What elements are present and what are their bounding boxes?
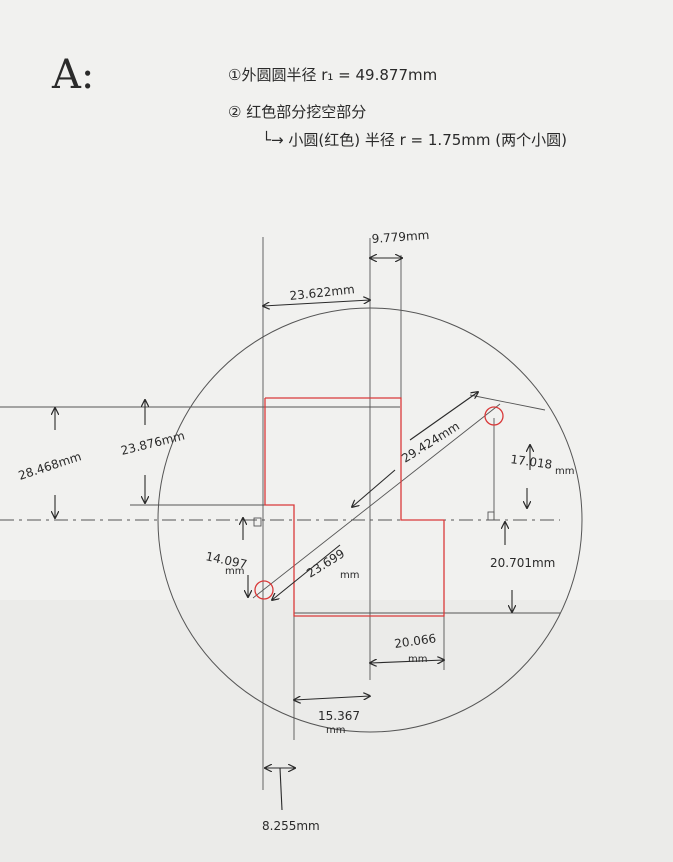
- dim-20066-unit: mm: [408, 654, 427, 665]
- dim-20066: 20.066: [393, 631, 437, 651]
- dim-17018-unit: mm: [555, 466, 574, 477]
- note-line-2: ② 红色部分挖空部分: [228, 103, 366, 121]
- dim-9779: 9.779mm: [371, 228, 430, 246]
- right-angle-mark-right: [487, 511, 495, 521]
- right-angle-mark-left: [253, 517, 262, 527]
- sheet-letter: A:: [51, 52, 94, 98]
- dim-20701: 20.701mm: [490, 556, 555, 570]
- paper-shadow: [0, 600, 673, 862]
- note-line-3: └→ 小圆(红色) 半径 r = 1.75mm (两个小圆): [262, 130, 567, 149]
- arrow-20066: [370, 660, 444, 663]
- arrow-15367: [294, 696, 370, 700]
- arrow-29424-b: [352, 469, 396, 507]
- arrow-23622: [263, 300, 370, 306]
- dim-14097-unit: mm: [225, 566, 244, 577]
- small-hole-right: [484, 406, 504, 426]
- dim-17018: 17.018: [510, 452, 554, 472]
- dim-8255: 8.255mm: [262, 819, 320, 833]
- dim-23699-unit: mm: [340, 570, 359, 581]
- dimension-arrows: [55, 258, 530, 811]
- red-cutout: [254, 397, 504, 617]
- small-hole-left: [254, 580, 274, 600]
- tangent-right: [469, 394, 546, 411]
- note-line-1: ①外圆圆半径 r₁ = 49.877mm: [228, 66, 437, 84]
- dim-15367: 15.367: [318, 709, 360, 723]
- cutout-outline: [264, 397, 445, 617]
- arrow-8255-leader: [279, 767, 283, 811]
- dim-23622: 23.622mm: [289, 282, 355, 303]
- arrow-29424: [409, 392, 478, 441]
- dim-15367-unit: mm: [326, 725, 345, 736]
- arrow-23699: [272, 544, 341, 600]
